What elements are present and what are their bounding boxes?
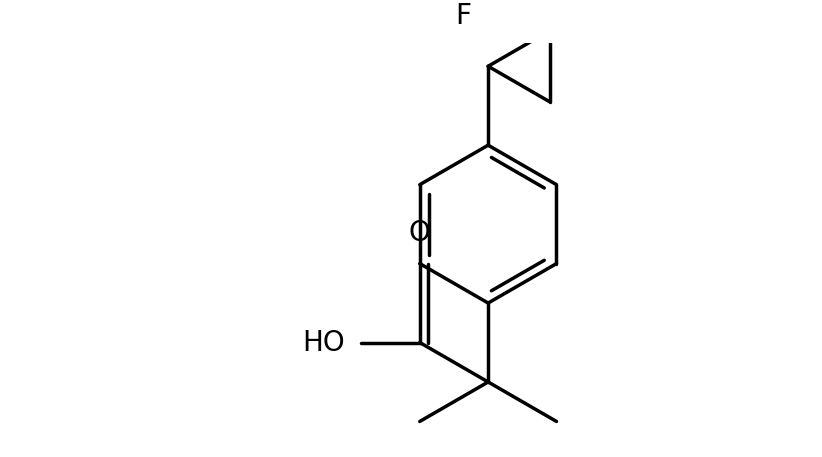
Text: HO: HO <box>302 329 344 356</box>
Text: O: O <box>409 219 431 247</box>
Text: F: F <box>455 2 471 30</box>
